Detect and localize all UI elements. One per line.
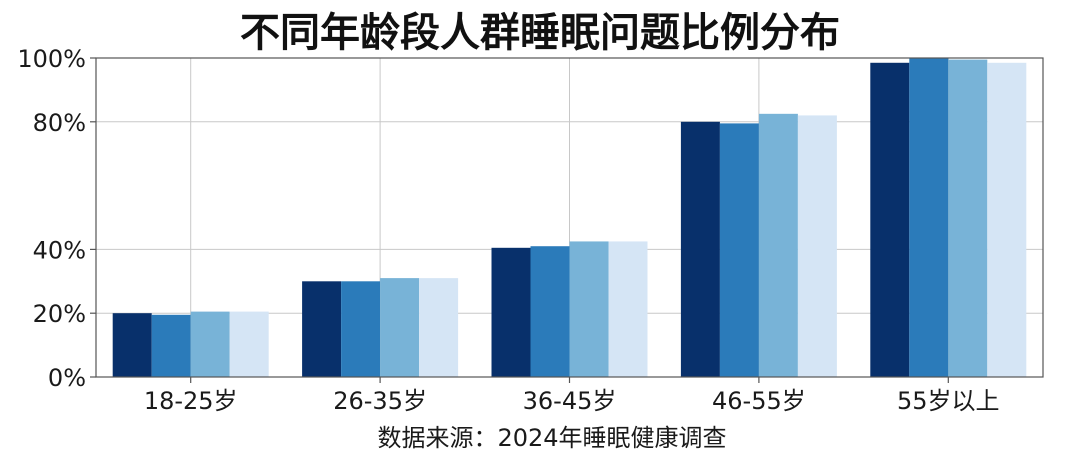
y-axis-ticks: 0% 20% 40% 80% 100% [17, 45, 96, 392]
bar [491, 247, 531, 377]
x-tick-label: 18-25岁 [144, 387, 238, 415]
bar [190, 311, 230, 377]
x-tick-label: 36-45岁 [523, 387, 617, 415]
bar [419, 278, 459, 377]
bar [719, 123, 759, 378]
bars [112, 58, 1027, 378]
bar [758, 113, 798, 377]
bar [151, 314, 191, 377]
x-axis-label: 数据来源：2024年睡眠健康调查 [377, 424, 726, 452]
y-tick-label: 0% [48, 364, 86, 392]
bar [948, 59, 988, 377]
x-tick-label: 46-55岁 [712, 387, 806, 415]
bar [909, 58, 949, 377]
bar [608, 241, 648, 377]
bar [229, 311, 269, 377]
bar [112, 313, 152, 377]
x-axis-ticks: 18-25岁 26-35岁 36-45岁 46-55岁 55岁以上 [144, 377, 1000, 415]
y-tick-label: 100% [17, 45, 86, 73]
bar [987, 62, 1027, 377]
bar [302, 281, 342, 377]
bar [797, 115, 837, 378]
bar [380, 278, 420, 377]
bar [530, 246, 570, 377]
bar [680, 121, 720, 377]
y-tick-label: 40% [33, 236, 86, 264]
bar [569, 241, 609, 377]
chart-title: 不同年龄段人群睡眠问题比例分布 [240, 10, 840, 56]
x-tick-label: 26-35岁 [333, 387, 427, 415]
bar [341, 281, 381, 377]
y-tick-label: 20% [33, 300, 86, 328]
x-tick-label: 55岁以上 [897, 387, 1000, 415]
y-tick-label: 80% [33, 109, 86, 137]
bar [870, 62, 910, 377]
